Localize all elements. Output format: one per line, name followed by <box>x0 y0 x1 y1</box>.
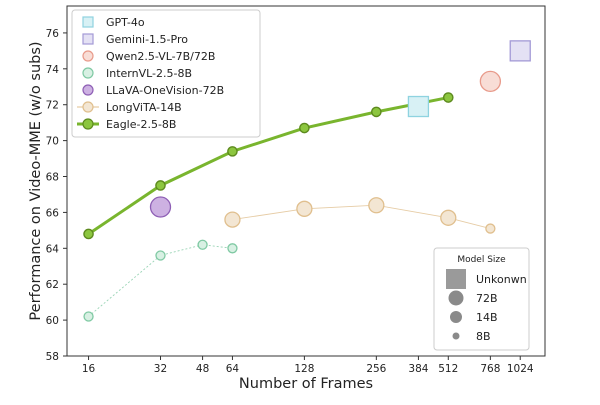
series-3-point-1 <box>155 250 166 261</box>
y-tick-label: 64 <box>46 243 60 255</box>
series-3-point-3 <box>227 243 238 254</box>
series-4-point-0 <box>149 196 172 218</box>
size-legend-marker-1 <box>448 290 464 306</box>
size-legend-marker-2 <box>450 311 462 323</box>
x-tick-label: 128 <box>294 363 314 375</box>
size-legend-marker-3 <box>452 332 460 340</box>
legend-marker-3 <box>82 67 94 79</box>
x-tick-label: 512 <box>438 363 458 375</box>
legend-label-5: LongViTA-14B <box>106 101 182 114</box>
series-2-point-0 <box>479 70 502 93</box>
x-tick-label: 16 <box>82 363 96 375</box>
legend-marker-2 <box>82 50 94 62</box>
series-5-point-0 <box>224 211 241 228</box>
y-tick-label: 60 <box>46 315 59 327</box>
size-legend-marker-0 <box>446 269 466 289</box>
series-5-point-4 <box>485 223 496 234</box>
y-tick-label: 62 <box>46 279 59 291</box>
series-6-point-1 <box>155 180 166 191</box>
legend-label-2: Qwen2.5-VL-7B/72B <box>106 50 215 63</box>
legend-label-6: Eagle-2.5-8B <box>106 118 176 131</box>
legend-marker-4 <box>82 84 94 96</box>
series-6-point-4 <box>371 106 382 118</box>
y-tick-label: 70 <box>46 136 59 148</box>
y-tick-label: 76 <box>46 28 60 40</box>
y-tick-label: 66 <box>46 207 60 219</box>
legend-marker-0 <box>82 16 94 28</box>
series-legend-box <box>71 9 261 138</box>
series-3-point-2 <box>197 239 208 250</box>
series-6-point-0 <box>83 228 94 240</box>
series-line-6 <box>87 96 449 236</box>
legend-label-4: LLaVA-OneVision-72B <box>106 84 224 97</box>
size-legend-label-1: 72B <box>476 292 498 305</box>
legend-label-0: GPT-4o <box>106 16 145 29</box>
series-6-point-2 <box>227 146 238 157</box>
y-axis-label: Performance on Video-MME (w/o subs) <box>28 41 44 320</box>
legend-marker-1 <box>82 33 94 45</box>
x-tick-label: 256 <box>366 363 386 375</box>
plot-frame <box>66 5 546 357</box>
series-6-point-5 <box>442 92 454 103</box>
y-tick-label: 58 <box>46 351 59 363</box>
x-tick-label: 32 <box>154 363 167 375</box>
y-tick-label: 74 <box>46 64 60 76</box>
size-legend-label-3: 8B <box>476 330 491 343</box>
x-tick-label: 1024 <box>507 363 534 375</box>
size-legend-label-2: 14B <box>476 311 498 324</box>
x-tick-label: 48 <box>196 363 209 375</box>
x-axis-label: Number of Frames <box>239 376 373 392</box>
legend-label-3: InternVL-2.5-8B <box>106 67 192 80</box>
y-tick-label: 68 <box>46 172 59 184</box>
x-tick-label: 768 <box>480 363 500 375</box>
series-line-3 <box>88 244 233 317</box>
series-1-point-0 <box>509 40 531 62</box>
legend-marker-6 <box>82 118 94 130</box>
series-6-point-3 <box>299 122 310 134</box>
series-5-point-1 <box>296 200 313 217</box>
x-tick-label: 64 <box>226 363 240 375</box>
series-5-point-2 <box>368 197 385 214</box>
series-5-point-3 <box>440 209 457 226</box>
size-legend-label-0: Unkonwn <box>476 273 527 286</box>
legend-label-1: Gemini-1.5-Pro <box>106 33 188 46</box>
series-3-point-0 <box>83 311 94 322</box>
legend-marker-5 <box>82 101 94 113</box>
size-legend-title: Model Size <box>457 255 506 265</box>
y-tick-label: 72 <box>46 100 59 112</box>
series-0-point-0 <box>407 95 430 118</box>
x-tick-label: 384 <box>408 363 428 375</box>
